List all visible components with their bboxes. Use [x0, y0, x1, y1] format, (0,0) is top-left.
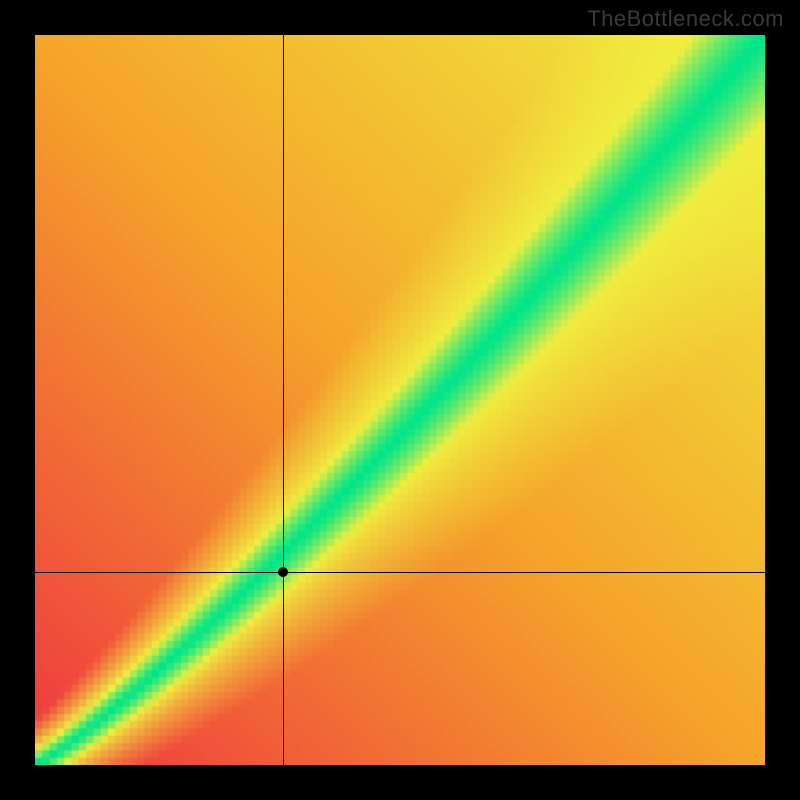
- crosshair-horizontal: [35, 572, 765, 573]
- watermark-text: TheBottleneck.com: [587, 6, 784, 32]
- crosshair-vertical: [283, 35, 284, 765]
- heatmap-canvas: [35, 35, 765, 765]
- bottleneck-heatmap: [35, 35, 765, 765]
- crosshair-marker-dot: [278, 567, 288, 577]
